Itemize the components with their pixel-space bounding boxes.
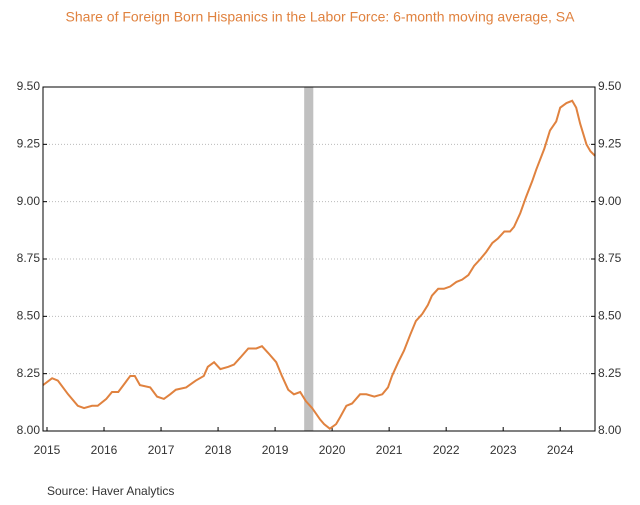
x-tick-label: 2020: [319, 443, 346, 457]
chart-title: Share of Foreign Born Hispanics in the L…: [66, 9, 576, 25]
x-tick-label: 2021: [376, 443, 403, 457]
y-tick-label: 9.50: [17, 79, 41, 93]
y2-tick-label: 8.75: [598, 251, 622, 265]
x-tick-label: 2015: [34, 443, 61, 457]
x-tick-label: 2018: [205, 443, 232, 457]
y2-tick-label: 9.25: [598, 137, 622, 151]
recession-band: [304, 87, 314, 431]
y2-tick-label: 8.00: [598, 423, 622, 437]
plot-frame: [42, 86, 596, 432]
x-tick-label: 2017: [148, 443, 175, 457]
y2-tick-label: 8.50: [598, 309, 622, 323]
y-tick-label: 8.75: [17, 251, 41, 265]
x-tick-label: 2019: [262, 443, 289, 457]
y-tick-label: 8.50: [17, 309, 41, 323]
data-line: [42, 99, 596, 430]
y-tick-label: 8.25: [17, 366, 41, 380]
y-tick-label: 9.00: [17, 194, 41, 208]
y2-tick-label: 8.25: [598, 366, 622, 380]
x-tick-label: 2022: [433, 443, 460, 457]
x-tick-label: 2023: [490, 443, 517, 457]
y2-tick-label: 9.00: [598, 194, 622, 208]
source-note: Source: Haver Analytics: [47, 484, 174, 498]
x-tick-label: 2024: [547, 443, 574, 457]
y-tick-label: 8.00: [17, 423, 41, 437]
y2-tick-label: 9.50: [598, 79, 622, 93]
x-tick-label: 2016: [91, 443, 118, 457]
y-tick-label: 9.25: [17, 137, 41, 151]
